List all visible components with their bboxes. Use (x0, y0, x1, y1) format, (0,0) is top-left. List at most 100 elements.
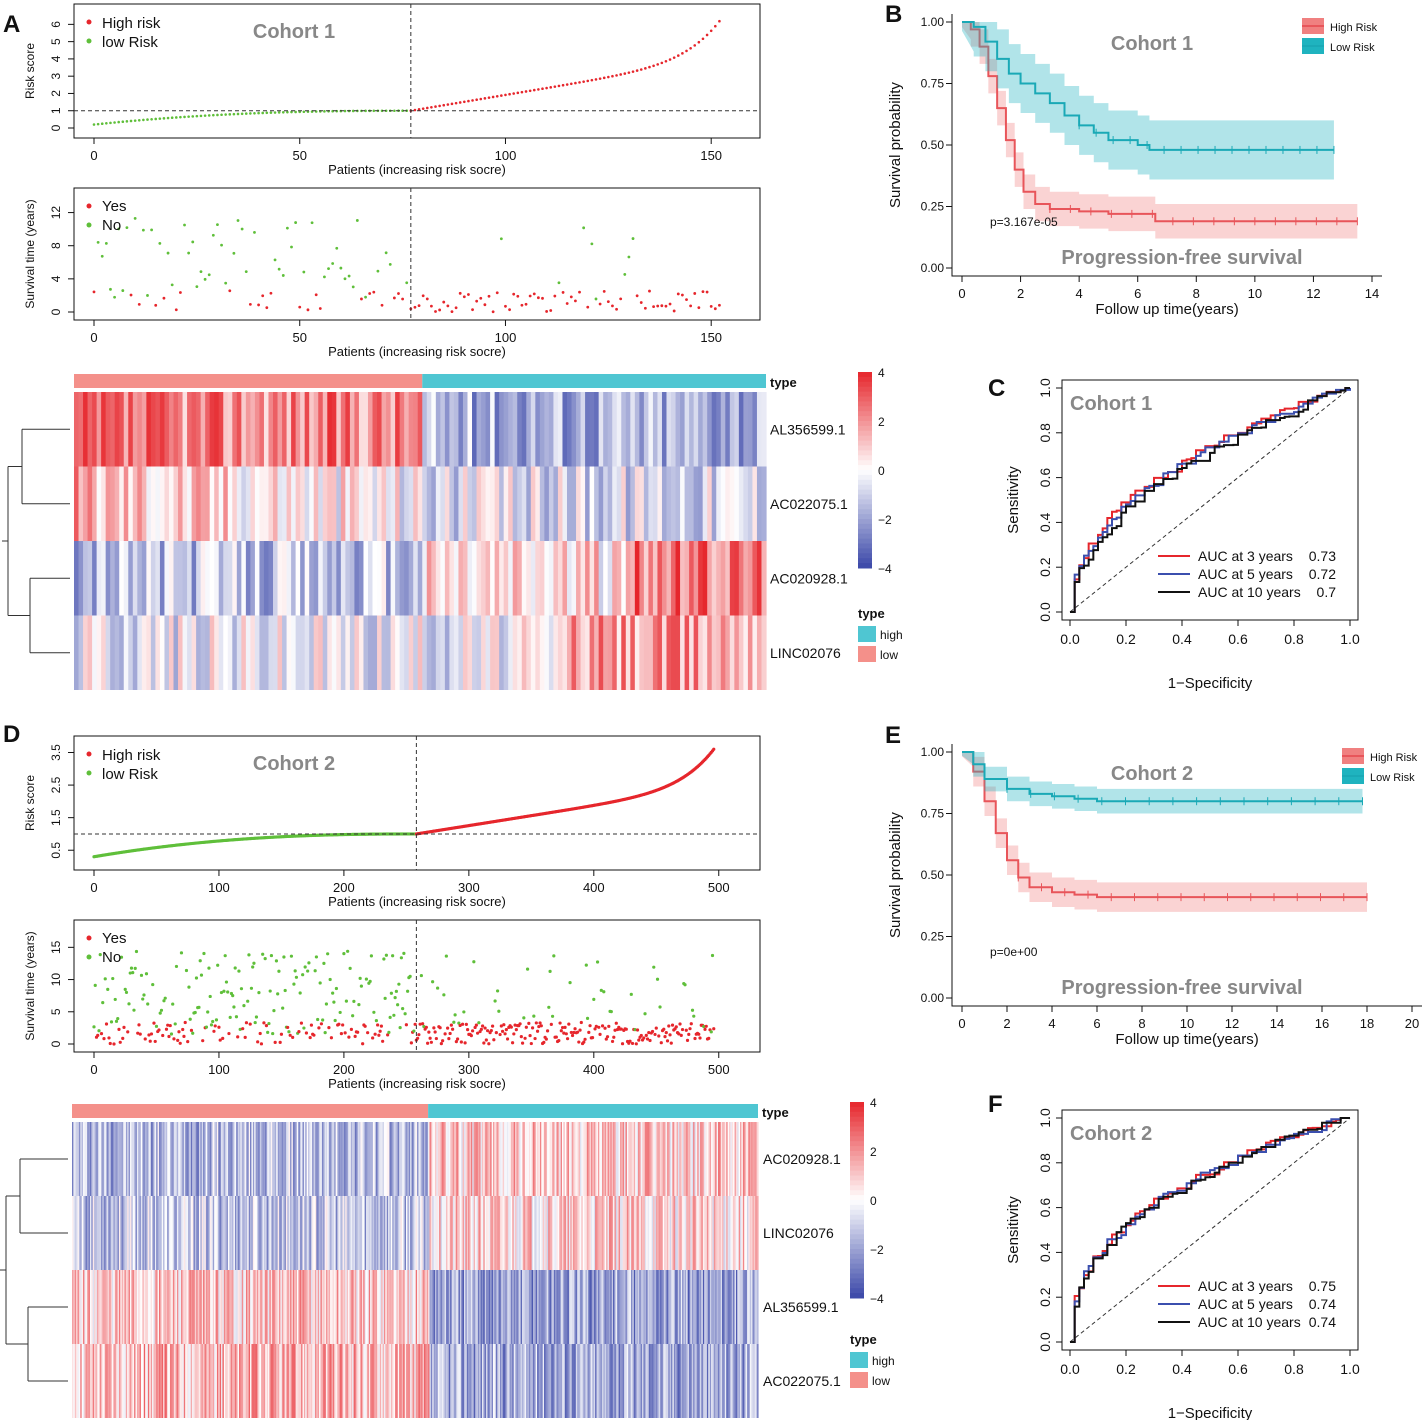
D-heat-scale-cell (850, 1165, 864, 1172)
D-heat-cell (294, 1196, 297, 1270)
D-heat-cell (648, 1270, 651, 1344)
D-surv-point (534, 1021, 538, 1025)
D-heat-cell (218, 1196, 221, 1270)
D-heat-cell (370, 1344, 373, 1418)
D-heat-cell (556, 1196, 559, 1270)
D-heat-cell (578, 1344, 581, 1418)
D-heat-cell (705, 1344, 708, 1418)
D-heat-cell (644, 1344, 647, 1418)
A-heat-scale-cell (858, 484, 872, 491)
D-heat-cell (273, 1270, 276, 1344)
D-surv-point (545, 1029, 550, 1033)
D-heat-cell (701, 1122, 704, 1196)
D-surv-point (342, 952, 346, 956)
C-roc-ytick-label: 0.6 (1037, 468, 1053, 488)
D-heat-cell (361, 1270, 364, 1344)
A-heat-cell (327, 392, 333, 467)
panel-label-D: D (3, 721, 20, 748)
D-heat-scale-cell (850, 1180, 864, 1186)
D-heat-cell (688, 1270, 691, 1344)
A-risk-point (639, 68, 643, 71)
A-heat-cell (756, 615, 763, 690)
D-heat-cell (619, 1344, 622, 1418)
D-surv-point (356, 1030, 360, 1034)
D-heat-cell (451, 1344, 454, 1418)
D-surv-point (281, 1006, 285, 1010)
D-heat-cell (76, 1122, 79, 1196)
D-heat-cell (470, 1270, 473, 1344)
D-heat-cell (422, 1270, 425, 1344)
D-heat-cell (268, 1122, 270, 1196)
D-heat-cell (243, 1196, 246, 1270)
D-heat-cell (617, 1122, 620, 1196)
A-heat-cell (557, 615, 564, 690)
D-heat-cell (702, 1196, 705, 1270)
D-heat-cell (118, 1196, 121, 1270)
D-heat-legend-high-swatch (850, 1352, 868, 1368)
B-km-xtick-label: 14 (1365, 286, 1379, 301)
D-heat-cell (579, 1122, 582, 1196)
D-surv-point (624, 1027, 628, 1031)
D-heat-cell (226, 1196, 229, 1270)
A-surv-point (512, 292, 516, 296)
D-heat-cell (172, 1196, 175, 1270)
D-surv-point (266, 1030, 270, 1034)
E-km-xtick-label: 4 (1048, 1016, 1055, 1031)
D-heat-cell (683, 1196, 686, 1270)
D-heat-cell (232, 1270, 235, 1344)
D-heat-cell (223, 1344, 226, 1418)
A-surv-point (323, 275, 326, 279)
D-surv-point (217, 1025, 221, 1029)
A-risk-point (524, 90, 528, 93)
D-heat-cell (412, 1270, 415, 1344)
A-heat-cell (83, 392, 89, 467)
F-roc-ytick-label: 0.2 (1037, 1287, 1053, 1307)
D-risk-xtick-label: 0 (90, 880, 97, 895)
D-heat-cell (141, 1344, 143, 1418)
A-surv-point (504, 304, 507, 308)
D-heat-cell (182, 1122, 185, 1196)
A-heat-cell (386, 392, 392, 467)
D-heat-cell (280, 1344, 283, 1418)
D-heat-cell (660, 1196, 662, 1270)
D-surv-point (637, 1038, 641, 1042)
D-surv-point (494, 1031, 498, 1035)
D-heat-cell (517, 1270, 520, 1344)
D-heat-cell (288, 1344, 291, 1418)
D-heat-cell (582, 1344, 585, 1418)
D-surv-point (495, 989, 500, 993)
A-heat-cell (476, 466, 482, 541)
D-heat-cell (357, 1344, 360, 1418)
D-heat-cell (128, 1196, 131, 1270)
D-heat-cell (214, 1196, 217, 1270)
A-heat-cell (752, 392, 758, 467)
D-heat-cell (421, 1344, 424, 1418)
A-heat-cell (137, 392, 143, 467)
D-heat-cell (455, 1344, 458, 1418)
D-heat-cell (578, 1270, 581, 1344)
D-heat-cell (114, 1122, 117, 1196)
D-heat-cell (335, 1270, 338, 1344)
D-heat-cell (698, 1344, 701, 1418)
D-heat-cell (136, 1270, 139, 1344)
D-heat-cell (557, 1270, 560, 1344)
D-surv-point (222, 989, 226, 993)
A-heat-cell (137, 615, 143, 690)
D-heat-cell (491, 1270, 494, 1344)
D-surv-point (349, 1027, 354, 1031)
D-heat-cell (142, 1122, 145, 1196)
D-heat-cell (339, 1344, 342, 1418)
A-heat-cell (196, 615, 202, 690)
D-surv-point (263, 956, 267, 961)
D-heat-cell (582, 1270, 585, 1344)
D-surv-point (167, 1034, 171, 1039)
A-heat-cell (548, 466, 555, 541)
F-roc-legend-auc: 0.75 (1309, 1278, 1336, 1294)
D-heat-cell (95, 1270, 98, 1344)
A-heat-cell (557, 392, 564, 467)
D-surv-point (479, 1027, 483, 1031)
D-heat-cell (555, 1122, 558, 1196)
A-heat-cell (503, 615, 509, 690)
D-heat-cell (276, 1122, 279, 1196)
D-surv-point (422, 1024, 426, 1029)
